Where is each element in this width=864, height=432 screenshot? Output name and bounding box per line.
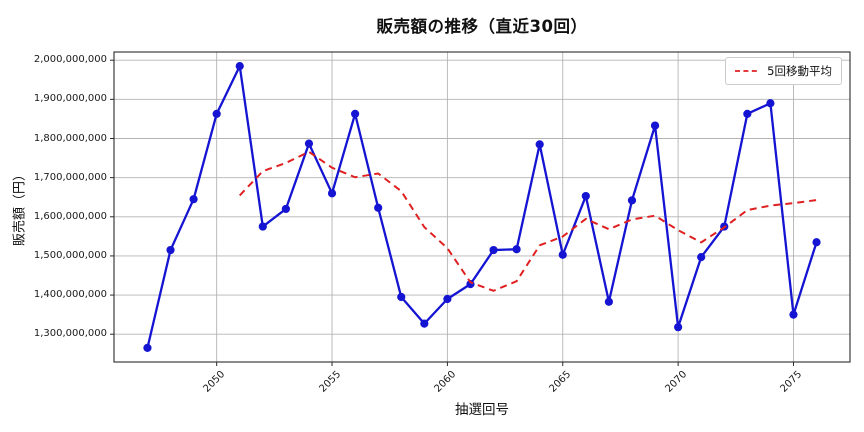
sales-marker (535, 140, 544, 149)
sales-marker (789, 310, 798, 319)
moving-average-line (239, 150, 817, 292)
plot-border (113, 51, 851, 363)
sales-marker (143, 343, 152, 353)
sales-marker (674, 323, 683, 332)
sales-marker (604, 297, 613, 306)
sales-marker (397, 292, 406, 302)
sales-marker (489, 245, 498, 255)
x-axis-label: 抽選回号 (455, 402, 509, 418)
sales-marker (374, 203, 383, 212)
sales-marker (304, 139, 314, 148)
sales-marker (558, 250, 567, 259)
sales-marker (697, 253, 706, 262)
y-tick-label: 1,700,000,000 (33, 171, 107, 183)
y-tick-label: 2,000,000,000 (33, 54, 107, 66)
y-tick-label: 1,500,000,000 (33, 249, 107, 261)
sales-marker (351, 109, 360, 118)
sales-marker (212, 109, 221, 118)
sales-marker (743, 109, 752, 118)
chart-title: 販売額の推移（直近30回） (376, 17, 588, 36)
sales-marker (189, 195, 198, 204)
sales-marker (166, 245, 175, 255)
y-tick-label: 1,300,000,000 (33, 328, 107, 340)
sales-marker (650, 121, 660, 130)
y-tick-label: 1,900,000,000 (33, 93, 107, 105)
sales-marker (627, 196, 637, 205)
y-tick-label: 1,800,000,000 (33, 132, 107, 144)
y-tick-label: 1,400,000,000 (33, 289, 107, 301)
sales-marker (581, 191, 590, 201)
sales-marker (443, 294, 452, 304)
sales-marker (235, 61, 244, 71)
sales-marker (420, 319, 429, 328)
sales-marker (512, 245, 521, 254)
sales-marker (766, 99, 775, 108)
sales-line (146, 64, 818, 349)
legend-label: 5回移動平均 (767, 64, 832, 78)
sales-marker (258, 222, 267, 231)
y-tick-label: 1,600,000,000 (33, 210, 107, 222)
sales-marker (281, 204, 290, 214)
legend-dashed-line-sample (735, 70, 760, 72)
sales-marker (812, 238, 821, 247)
sales-marker (327, 189, 337, 198)
legend-box: 5回移動平均 (725, 57, 842, 85)
